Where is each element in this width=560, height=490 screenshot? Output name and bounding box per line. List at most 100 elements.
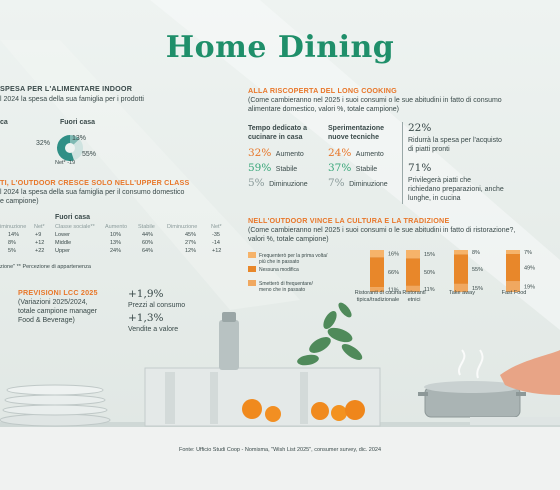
- forecast-desc-3: Food & Beverage): [18, 317, 75, 324]
- table-cell: 5%: [8, 248, 16, 254]
- forecast-heading: PREVISIONI LCC 2025: [18, 288, 98, 297]
- table-cell: 45%: [185, 232, 197, 238]
- category-label: Ristoranti etnici: [402, 290, 426, 303]
- outdoor-desc-2: valori %, totale campione): [248, 236, 329, 243]
- forecast-prices-value: +1,9%: [128, 288, 164, 300]
- stat1-text-1: Ridurrà la spesa per l'acquisto: [408, 137, 502, 144]
- forecast-sales-value: +1,3%: [128, 312, 164, 324]
- bar-segment: [454, 254, 468, 284]
- casa-label: ca: [0, 119, 8, 126]
- stat2-text-2: richiedano preparazioni, anche: [408, 186, 504, 193]
- legend-label: più che in passato: [259, 259, 300, 265]
- bar-segment: [406, 250, 420, 259]
- table-cell: 8%: [8, 240, 16, 246]
- col-header: Stabile: [138, 224, 155, 230]
- outdoor-stacked-bar-chart: Frequenterò per la prima volta/più che i…: [248, 250, 535, 294]
- bar-value-label: 66%: [388, 270, 399, 276]
- table-cell: +22: [35, 248, 45, 254]
- table-cell: 13%: [110, 240, 122, 246]
- long-cooking-desc-1: (Come cambieranno nel 2025 i suoi consum…: [248, 97, 502, 104]
- indoor-spending-heading: SPESA PER L'ALIMENTARE INDOOR: [0, 84, 133, 93]
- bar-segment: [454, 283, 468, 292]
- col1-title-1: Tempo dedicato a: [248, 125, 307, 132]
- table-cell: 44%: [142, 232, 154, 238]
- fuori-casa-pie: 13% 32% 55%: [57, 135, 96, 161]
- col-header: iminuzione: [0, 224, 27, 230]
- bar-segment: [406, 258, 420, 286]
- divider: [402, 122, 403, 204]
- bar-value-label: 15%: [472, 286, 483, 292]
- stat2-text-1: Privilegerà piatti che: [408, 177, 472, 184]
- table-cell: Lower: [55, 232, 70, 238]
- table-cell: 60%: [142, 240, 154, 246]
- stat-value: 37%: [328, 162, 352, 174]
- bar-segment: [454, 250, 468, 255]
- bar-value-label: 7%: [524, 250, 532, 256]
- stat-value: 32%: [248, 147, 272, 159]
- table-cell: 12%: [185, 248, 197, 254]
- table-cell: 24%: [110, 248, 122, 254]
- bar-segment: [506, 281, 520, 292]
- forecast-prices-label: Prezzi al consumo: [128, 302, 186, 309]
- pie-label-55: 55%: [82, 151, 96, 158]
- outdoor-upper-heading: TI, L'OUTDOOR CRESCE SOLO NELL'UPPER CLA…: [0, 178, 190, 187]
- category-label: Take away: [449, 290, 475, 296]
- col2-title-2: nuove tecniche: [328, 134, 379, 141]
- pie-net-label: Net* -19: [55, 160, 76, 166]
- stat2-value: 71%: [408, 162, 432, 174]
- table-cell: 27%: [185, 240, 197, 246]
- left-social-table: iminuzione Net* 14% +9 8% +12 5% +22: [0, 224, 52, 256]
- col-header: Classe sociale**: [55, 224, 95, 230]
- bar-value-label: 50%: [424, 270, 435, 276]
- bar-segment: [506, 253, 520, 282]
- outdoor-upper-desc-2: e campione): [0, 198, 39, 205]
- table-cell: 10%: [110, 232, 122, 238]
- forecast-sales-label: Vendite a valore: [128, 326, 179, 333]
- bar-value-label: 55%: [472, 267, 483, 273]
- bar-value-label: 8%: [472, 250, 480, 256]
- pie-label-13: 13%: [72, 135, 86, 142]
- stat1-text-2: di piatti pronti: [408, 146, 450, 153]
- col1-row-stabile: 59% Stabile: [248, 158, 297, 176]
- col2-row-diminuzione: 7% Diminuzione: [328, 173, 388, 191]
- table-cell: -14: [212, 240, 220, 246]
- table-cell: -35: [212, 232, 220, 238]
- bar-value-label: 11%: [388, 288, 399, 294]
- col2-row-aumento: 24% Aumento: [328, 143, 384, 161]
- col-header: Net*: [34, 224, 45, 230]
- bar-value-label: 11%: [424, 287, 435, 293]
- col1-row-aumento: 32% Aumento: [248, 143, 304, 161]
- bar-segment: [370, 250, 384, 258]
- source-note: Fonte: Ufficio Studi Coop - Nomisma, "Wi…: [178, 447, 382, 453]
- bar-value-label: 16%: [388, 252, 399, 258]
- long-cooking-heading: ALLA RISCOPERTA DEL LONG COOKING: [248, 86, 397, 95]
- stat-value: 24%: [328, 147, 352, 159]
- stat-label: Stabile: [275, 166, 298, 173]
- pie-hole: [65, 143, 75, 153]
- indoor-spending-desc: l 2024 la spesa della sua famiglia per i…: [0, 96, 144, 103]
- table-footnote: zione" ** Percezione di appartenenza: [0, 264, 91, 270]
- outdoor-desc-1: (Come cambieranno nel 2025 i suoi consum…: [248, 227, 516, 234]
- stat-label: Diminuzione: [349, 181, 388, 188]
- col1-title-2: cucinare in casa: [248, 134, 303, 141]
- stat-label: Aumento: [355, 151, 384, 158]
- legend-swatch: [248, 266, 256, 272]
- chart-category-labels: Ristoranti di cucina tipica/tradizionale R…: [248, 290, 560, 310]
- outdoor-heading: NELL'OUTDOOR VINCE LA CULTURA E LA TRADI…: [248, 216, 450, 225]
- legend-swatch: [248, 280, 256, 286]
- long-cooking-desc-2: alimentare domestico, valori %, totale c…: [248, 106, 399, 113]
- bar-segment: [506, 250, 520, 254]
- col-header: Aumento: [105, 224, 128, 230]
- table-cell: 14%: [8, 232, 20, 238]
- bar-segment: [406, 285, 420, 292]
- stat-value: 5%: [248, 177, 265, 189]
- legend-label: Nessuna modifica: [259, 267, 299, 273]
- pie-slice: [70, 139, 83, 161]
- bar-segment: [370, 257, 384, 288]
- col-header: Net*: [211, 224, 222, 230]
- outdoor-upper-desc: l 2024 la spesa della sua famiglia per i…: [0, 189, 185, 196]
- pie-label-left: 32%: [36, 140, 51, 147]
- col-header: Diminuzione: [167, 224, 198, 230]
- legend-label: meno che in passato: [259, 287, 305, 293]
